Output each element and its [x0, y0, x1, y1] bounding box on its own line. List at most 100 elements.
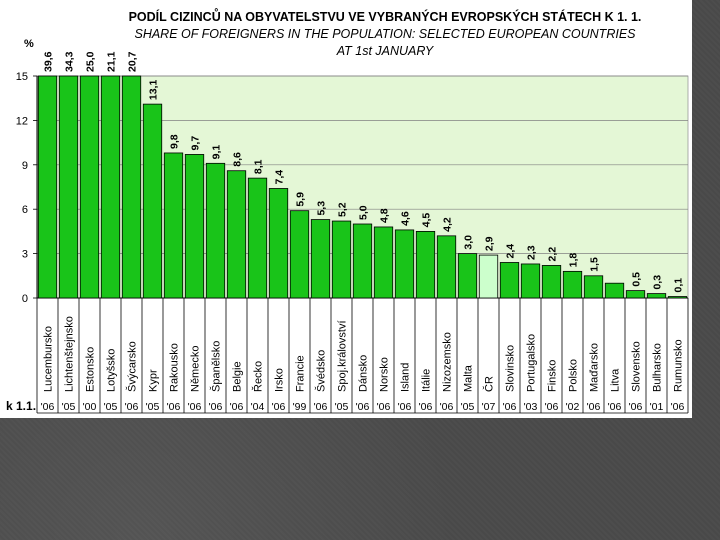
- year-label: '05: [146, 401, 160, 413]
- bar: [436, 235, 457, 299]
- y-tick-label: 0: [22, 293, 28, 305]
- year-row-label: k 1.1.: [6, 399, 36, 413]
- year-label: '06: [398, 401, 412, 413]
- bar: [247, 177, 268, 299]
- value-label: 5,2: [337, 202, 349, 217]
- bar: [100, 75, 121, 299]
- year-label: '06: [419, 401, 433, 413]
- value-label: 0,1: [673, 278, 685, 293]
- category-label: Francie: [295, 355, 307, 392]
- year-label: '99: [293, 401, 307, 413]
- year-label: '06: [230, 401, 244, 413]
- value-label: 4,8: [379, 208, 391, 223]
- value-label: 2,9: [484, 236, 496, 251]
- value-label: 7,4: [274, 170, 286, 185]
- year-label: '06: [167, 401, 181, 413]
- category-label: Island: [400, 363, 412, 392]
- bar: [625, 290, 646, 299]
- value-label: 39,6: [43, 51, 55, 72]
- value-label: 34,3: [64, 51, 76, 72]
- category-label: Maďarsko: [589, 343, 601, 392]
- value-label: 2,2: [547, 247, 559, 262]
- category-label: Polsko: [568, 359, 580, 392]
- value-label: 1,8: [568, 253, 580, 268]
- value-label: 1,5: [589, 257, 601, 272]
- bar: [58, 75, 79, 299]
- year-label: '06: [608, 401, 622, 413]
- category-label: Litva: [610, 368, 622, 392]
- bar: [268, 188, 289, 299]
- value-label: 8,1: [253, 159, 265, 174]
- year-label: '06: [587, 401, 601, 413]
- category-label: Slovinsko: [505, 345, 517, 392]
- bar: [37, 75, 58, 299]
- category-label: Malta: [463, 364, 475, 392]
- value-label: 0,3: [652, 275, 664, 290]
- category-label: Bulharsko: [652, 343, 664, 392]
- bar: [310, 219, 331, 299]
- category-label: Řecko: [252, 361, 265, 392]
- bar: [667, 296, 688, 299]
- year-label: '06: [125, 401, 139, 413]
- year-label: '06: [209, 401, 223, 413]
- bar: [289, 210, 310, 299]
- year-label: '06: [377, 401, 391, 413]
- bar: [583, 275, 604, 299]
- category-label: Švýcarsko: [126, 341, 139, 392]
- year-label: '06: [356, 401, 370, 413]
- bar: [205, 162, 226, 299]
- bar: [604, 282, 625, 299]
- bar: [184, 154, 205, 299]
- value-label: 5,9: [295, 192, 307, 207]
- bar: [331, 220, 352, 299]
- year-label: '06: [440, 401, 454, 413]
- bar: [79, 75, 100, 299]
- category-label: Spoj.království: [337, 320, 349, 392]
- category-label: Slovensko: [631, 341, 643, 392]
- category-label: Estonsko: [85, 347, 97, 392]
- bar: [226, 170, 247, 299]
- value-label: 5,3: [316, 201, 328, 216]
- value-label: 4,5: [421, 213, 433, 228]
- year-label: '04: [251, 401, 265, 413]
- bar: [415, 230, 436, 299]
- category-label: Španělsko: [210, 341, 223, 392]
- year-label: '06: [314, 401, 328, 413]
- year-label: '05: [461, 401, 475, 413]
- chart-subtitle-line2: AT 1st JANUARY: [336, 44, 435, 58]
- value-label: 5,0: [358, 205, 370, 220]
- year-label: '05: [104, 401, 118, 413]
- year-label: '06: [188, 401, 202, 413]
- year-label: '03: [524, 401, 538, 413]
- category-label: Itálie: [421, 369, 433, 392]
- year-label: '06: [272, 401, 286, 413]
- bar: [478, 254, 499, 299]
- value-label: 9,7: [190, 136, 202, 151]
- category-label: Nizozemsko: [442, 332, 454, 392]
- bar: [352, 223, 373, 299]
- bar-chart: PODÍL CIZINCŮ NA OBYVATELSTVU VE VYBRANÝ…: [6, 8, 689, 414]
- bar: [121, 75, 142, 299]
- category-label: Švédsko: [315, 350, 328, 392]
- value-label: 20,7: [127, 51, 139, 72]
- y-tick-label: 9: [22, 160, 28, 172]
- value-label: 9,8: [169, 134, 181, 149]
- category-label: Belgie: [232, 361, 244, 392]
- year-label: '06: [503, 401, 517, 413]
- year-label: '02: [566, 401, 580, 413]
- plot-area: 0 3 6 9 12 15 39,6 Lucembursko '06 34,3 Lichtenšte…: [16, 51, 689, 414]
- category-label: Kypr: [148, 369, 160, 392]
- bar: [520, 263, 541, 299]
- y-tick-label: 6: [22, 204, 28, 216]
- category-label: Německo: [190, 346, 202, 392]
- category-label: Lotyšsko: [106, 349, 118, 392]
- value-label: 25,0: [85, 51, 97, 72]
- value-label: 4,6: [400, 211, 412, 226]
- y-tick-label: 3: [22, 249, 28, 261]
- category-label: Lucembursko: [43, 326, 55, 392]
- year-label: '06: [629, 401, 643, 413]
- value-label: 13,1: [148, 80, 160, 101]
- category-label: Rakousko: [169, 343, 181, 392]
- value-label: 3,0: [463, 235, 475, 250]
- value-label: 0,5: [631, 272, 643, 287]
